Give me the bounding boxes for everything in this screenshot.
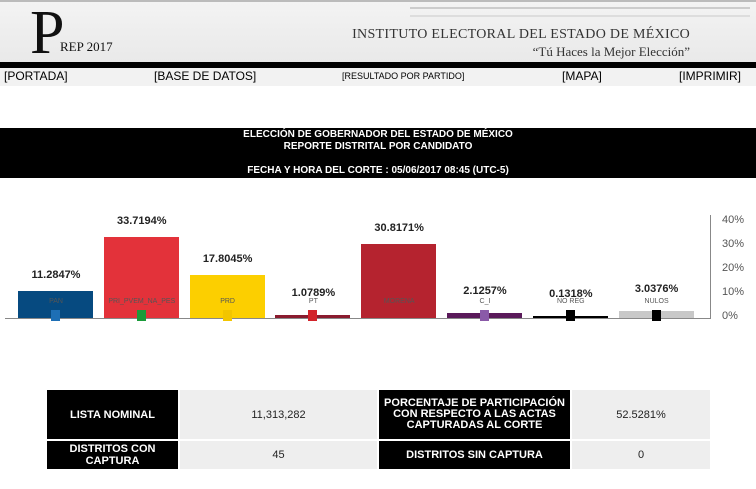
category-label: C_I [479, 298, 491, 305]
bar-pri-pvem-na-pes [103, 237, 179, 318]
bar-morena [361, 244, 437, 318]
bar-no-reg [532, 316, 608, 318]
districts-with-capture-value: 45 [180, 441, 377, 469]
slogan: “Tú Haces la Mejor Elección” [532, 44, 690, 59]
category-label: PRI_PVEM_NA_PES [108, 298, 176, 305]
institute-name: INSTITUTO ELECTORAL DEL ESTADO DE MÉXICO [352, 27, 690, 42]
y-tick-label: 40% [722, 214, 745, 226]
category-label: PRD [220, 298, 235, 305]
stats-table: LISTA NOMINAL 11,313,282 PORCENTAJE DE P… [45, 388, 712, 471]
party-logo-icon [51, 310, 60, 321]
y-tick-label: 30% [722, 238, 745, 250]
party-logo-icon [222, 310, 232, 321]
nav-resultado-partido[interactable]: [RESULTADO POR PARTIDO] [342, 71, 465, 81]
bar-value-label: 2.1257% [463, 284, 507, 297]
chart-y-axis [710, 215, 711, 319]
lista-nominal-label: LISTA NOMINAL [47, 390, 178, 439]
category-label: NO REG [556, 298, 585, 305]
category-label: MORENA [383, 298, 415, 305]
party-logo-icon [394, 315, 404, 318]
chart-baseline [5, 318, 710, 319]
nav-imprimir[interactable]: [IMPRIMIR] [679, 69, 741, 83]
nav-mapa[interactable]: [MAPA] [562, 69, 602, 83]
bar-value-label: 1.0789% [291, 287, 336, 300]
prep-logo-text: REP 2017 [60, 39, 113, 54]
bar-value-label: 3.0376% [634, 282, 679, 295]
party-logo-icon [565, 310, 575, 321]
bar-pt [275, 315, 351, 318]
y-tick-label: 0% [722, 310, 738, 322]
header: P REP 2017 INSTITUTO ELECTORAL DEL ESTAD… [0, 0, 756, 67]
category-label: PT [308, 298, 318, 305]
lista-nominal-value: 11,313,282 [180, 390, 377, 439]
bar-value-label: 33.7194% [117, 215, 167, 228]
bar-pan [18, 290, 93, 318]
party-logo-icon [136, 310, 146, 321]
bar-c-i [447, 312, 522, 318]
participation-label: PORCENTAJE DE PARTICIPACIÓN CON RESPECTO… [379, 390, 570, 439]
report-subtitle: REPORTE DISTRITAL POR CANDIDATO [283, 141, 473, 152]
bar-value-label: 30.8171% [374, 222, 424, 235]
header-divider [0, 62, 756, 68]
cut-datetime: FECHA Y HORA DEL CORTE : 05/06/2017 08:4… [247, 165, 509, 176]
prep-logo-letter: P [30, 0, 65, 67]
y-tick-label: 20% [722, 262, 745, 274]
bar-nulos [618, 310, 694, 318]
nav-base-datos[interactable]: [BASE DE DATOS] [154, 69, 257, 83]
report-banner: ELECCIÓN DE GOBERNADOR DEL ESTADO DE MÉX… [0, 128, 756, 178]
nav-bar: [PORTADA] [BASE DE DATOS] [RESULTADO POR… [0, 68, 756, 86]
party-logo-icon [651, 310, 661, 321]
header-ornament [410, 7, 750, 17]
participation-value: 52.5281% [572, 390, 710, 439]
bar-prd [189, 275, 265, 318]
category-label: PAN [49, 298, 63, 305]
nav-portada[interactable]: [PORTADA] [4, 69, 68, 83]
party-logo-icon [308, 310, 318, 321]
districts-without-capture-value: 0 [572, 441, 710, 469]
districts-with-capture-label: DISTRITOS CON CAPTURA [47, 441, 178, 469]
party-logo-icon [480, 310, 489, 321]
election-title: ELECCIÓN DE GOBERNADOR DEL ESTADO DE MÉX… [243, 129, 513, 140]
bar-value-label: 17.8045% [202, 253, 253, 266]
bar-value-label: 0.1318% [549, 288, 593, 300]
districts-without-capture-label: DISTRITOS SIN CAPTURA [379, 441, 570, 469]
category-label: NULOS [644, 298, 669, 305]
bar-value-label: 11.2847% [31, 268, 81, 281]
y-tick-label: 10% [722, 286, 745, 298]
